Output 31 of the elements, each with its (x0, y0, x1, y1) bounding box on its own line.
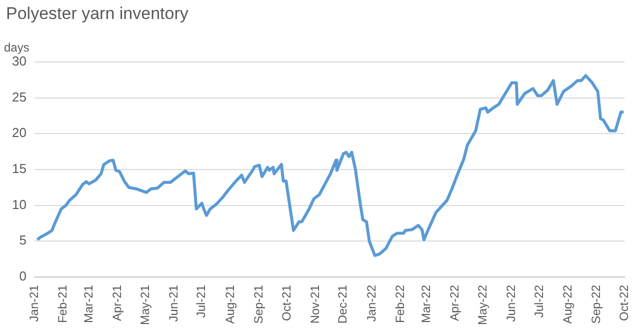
x-tick-label: May-21 (138, 284, 152, 325)
x-tick-label: Jan-21 (26, 284, 41, 322)
x-tick-label: May-22 (475, 284, 490, 325)
x-tick-label: Jun-21 (166, 284, 180, 322)
x-tick-label: Aug-22 (560, 284, 574, 324)
x-tick-label: Sep-22 (589, 284, 604, 324)
x-tick-label: Apr-22 (448, 284, 462, 322)
y-tick-label: 0 (19, 268, 26, 284)
x-tick-label: Jun-22 (504, 284, 518, 322)
y-tick-label: 25 (12, 89, 26, 104)
y-tick-label: 20 (12, 125, 26, 140)
y-tick-label: 15 (12, 161, 26, 176)
x-tick-label: Mar-21 (81, 284, 96, 323)
chart-title: Polyester yarn inventory (6, 4, 188, 24)
x-tick-label: Dec-21 (336, 284, 350, 324)
y-tick-label: 10 (12, 196, 26, 212)
x-tick-label: Feb-21 (55, 284, 70, 324)
x-tick-label: Aug-21 (222, 284, 237, 324)
x-tick-label: Mar-22 (418, 284, 433, 323)
x-tick-label: Apr-21 (110, 284, 124, 322)
y-axis-title: days (4, 40, 30, 54)
x-tick-label: Jul-21 (194, 284, 208, 318)
x-tick-label: Feb-22 (393, 284, 408, 324)
x-tick-label: Jan-22 (364, 284, 378, 322)
y-tick-label: 30 (12, 54, 26, 69)
y-tick-label: 5 (19, 232, 26, 248)
x-tick-label: Jul-22 (532, 284, 546, 318)
x-tick-label: Nov-21 (308, 284, 322, 324)
x-tick-label: Oct-22 (616, 284, 631, 321)
x-tick-label: Oct-21 (279, 284, 294, 321)
x-tick-label: Sep-21 (252, 284, 266, 324)
